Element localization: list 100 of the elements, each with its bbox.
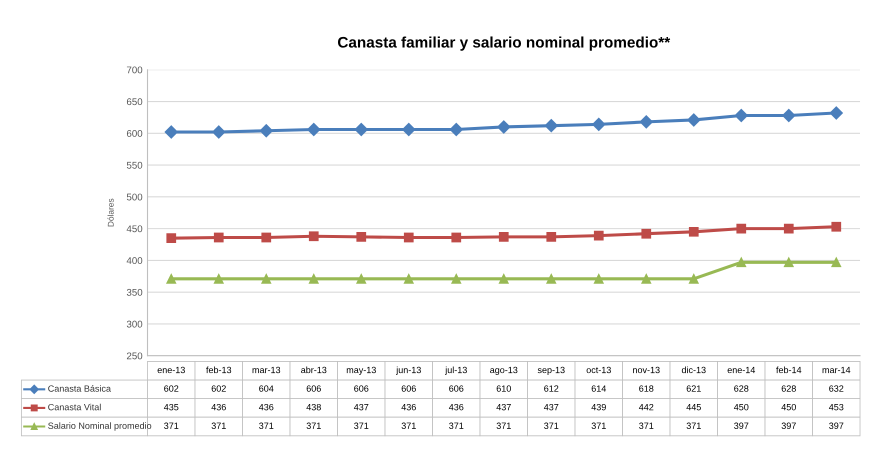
point [356,274,366,284]
y-tick-label: 300 [126,320,142,328]
data-label: 436 [258,404,274,410]
point [212,125,226,139]
point [592,118,606,131]
x-tick-label: mar-13 [252,366,280,374]
data-label: 628 [782,385,796,392]
data-label: 628 [734,385,748,392]
data-label: 439 [591,404,606,410]
y-tick-label: 700 [126,66,142,74]
point [307,122,320,136]
data-label: 606 [402,385,416,392]
point [214,274,224,284]
point [641,274,652,284]
data-label: 371 [259,422,274,429]
data-label: 606 [449,385,464,392]
data-label: 371 [544,422,558,429]
y-tick-label: 650 [126,98,142,106]
y-tick-label: 550 [126,162,142,169]
y-tick-label: 250 [126,352,142,360]
y-tick-label: 600 [126,130,142,137]
point [544,119,558,132]
legend-label: Salario Nominal promedio [48,422,152,431]
point [688,226,699,237]
point [261,232,272,242]
data-label: 371 [402,422,416,429]
x-tick-label: dic-13 [682,366,706,374]
data-label: 442 [638,404,654,410]
data-label: 612 [544,385,558,392]
data-label: 606 [306,385,321,392]
point [734,108,748,122]
point [784,257,794,268]
point [687,113,700,127]
point [308,231,319,242]
point [784,224,794,234]
data-label: 371 [354,422,368,429]
point [164,125,178,139]
y-tick-label: 500 [126,194,142,200]
point [166,274,176,284]
point [402,122,416,136]
point [260,124,273,138]
point [640,115,653,128]
x-tick-label: ene-13 [158,366,185,374]
data-label: 445 [686,404,701,410]
point [830,106,843,120]
data-label: 610 [496,385,511,392]
point [831,222,842,232]
point [308,274,319,284]
x-tick-label: ene-14 [728,366,756,374]
point [688,274,699,284]
y-tick-label: 400 [126,257,142,264]
data-label: 632 [829,385,844,392]
data-label: 437 [354,404,368,410]
data-label: 614 [592,385,606,392]
point [214,232,224,242]
data-label: 604 [259,385,274,392]
point [354,122,368,136]
data-label: 436 [211,404,226,410]
point [451,232,462,242]
point [451,274,462,284]
data-label: 602 [212,385,226,392]
data-label: 438 [306,404,321,410]
x-tick-label: feb-14 [776,366,802,374]
x-tick-label: nov-13 [633,366,660,374]
point [641,228,652,239]
data-label: 397 [734,422,748,429]
point [261,274,272,284]
data-label: 371 [449,422,464,429]
point [831,257,842,268]
point [356,232,366,242]
data-label: 621 [686,385,701,392]
data-label: 602 [164,385,178,392]
point [594,274,604,284]
point [450,122,463,136]
data-label: 436 [401,404,416,410]
point [782,108,796,122]
x-tick-label: jun-13 [396,366,421,375]
x-tick-label: abr-13 [301,366,326,374]
data-label: 397 [829,422,844,429]
data-label: 371 [686,422,701,429]
data-label: 436 [448,404,464,410]
x-tick-label: mar-14 [822,366,850,374]
data-label: 397 [782,422,796,429]
x-tick-label: may-13 [346,366,376,375]
point [736,257,746,268]
y-tick-label: 350 [126,288,142,296]
data-label: 450 [781,404,796,410]
data-label: 450 [734,404,748,410]
data-label: 371 [639,422,654,429]
data-label: 453 [828,404,844,410]
y-tick-label: 450 [126,225,142,232]
data-label: 371 [496,422,511,429]
point [498,274,509,284]
point [404,274,414,284]
point [594,230,604,240]
x-tick-label: oct-13 [586,366,611,374]
legend-label: Canasta Básica [48,385,111,392]
data-label: 371 [306,422,321,429]
data-label: 606 [354,385,368,392]
x-tick-label: jul-13 [445,366,467,375]
